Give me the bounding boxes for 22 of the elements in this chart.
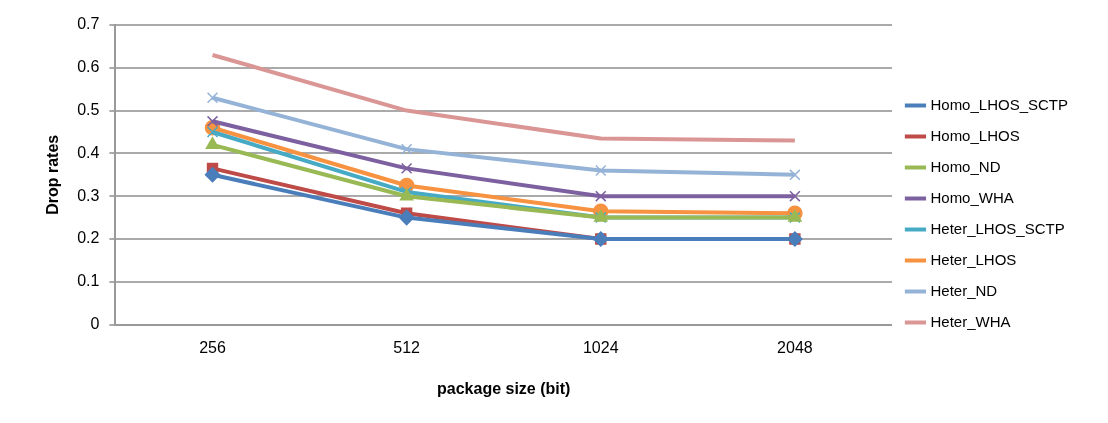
legend-label: Heter_WHA	[930, 312, 1011, 330]
y-tick-label: 0.7	[77, 15, 100, 33]
legend-label: Homo_LHOS_SCTP	[930, 95, 1069, 113]
y-tick-label: 0.3	[77, 186, 100, 204]
x-tick-label: 1024	[582, 338, 619, 356]
y-tick-label: 0.4	[77, 143, 100, 161]
y-tick-label: 0.6	[77, 58, 100, 76]
x-tick-label: 512	[393, 338, 421, 356]
y-tick-label: 0.1	[77, 272, 100, 290]
legend-label: Heter_ND	[930, 281, 998, 299]
y-tick-label: 0	[90, 315, 100, 333]
x-axis-title: package size (bit)	[437, 379, 571, 397]
legend-label: Homo_WHA	[930, 188, 1014, 206]
x-tick-label: 2048	[777, 338, 813, 356]
y-tick-label: 0.2	[77, 229, 100, 247]
legend-label: Homo_LHOS	[930, 126, 1020, 144]
legend-label: Homo_ND	[930, 157, 1001, 175]
x-tick-label: 256	[199, 338, 226, 356]
legend-label: Heter_LHOS	[930, 250, 1017, 268]
legend-label: Heter_LHOS_SCTP	[930, 219, 1065, 237]
y-axis-title: Drop rates	[44, 134, 62, 215]
y-tick-label: 0.5	[77, 101, 100, 119]
